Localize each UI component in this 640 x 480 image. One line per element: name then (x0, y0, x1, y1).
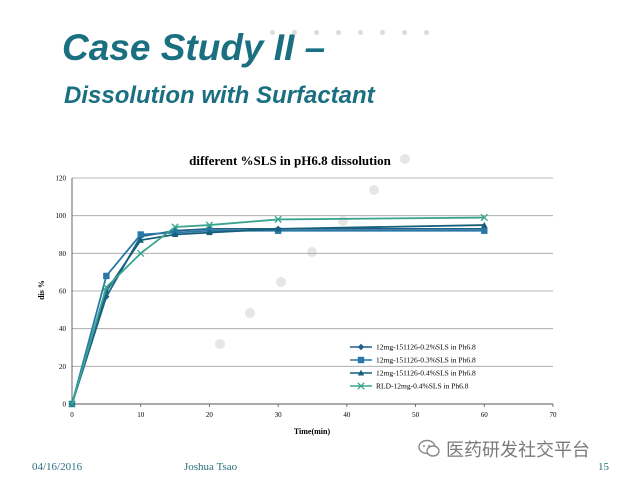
decorative-dot (336, 30, 341, 35)
legend-label: RLD-12mg-0.4%SLS in Ph6.8 (376, 382, 469, 391)
data-point (357, 356, 365, 364)
series-line (71, 229, 485, 405)
watermark: 医药研发社交平台 (418, 436, 590, 462)
gridlines (72, 177, 553, 367)
legend-label: 12mg-151126-0.3%SLS in Ph6.8 (376, 356, 476, 365)
tick-labels: 0 20 40 60 80 100 120 0 10 20 30 40 50 60 70 (56, 175, 558, 420)
background-dot (307, 247, 317, 257)
legend-item: RLD-12mg-0.4%SLS in Ph6.8 (350, 382, 469, 391)
slide-subtitle: Dissolution with Surfactant (64, 82, 375, 109)
data-point (205, 221, 214, 229)
axes (71, 178, 554, 407)
data-point (137, 249, 145, 257)
decorative-dot (402, 30, 407, 35)
x-tick-label: 20 (206, 411, 214, 419)
decorative-dot (380, 30, 385, 35)
data-point (357, 382, 365, 390)
x-tick-label: 60 (481, 411, 489, 419)
data-point (481, 227, 488, 234)
background-dot (276, 277, 286, 287)
x-tick-label: 40 (343, 411, 351, 419)
y-tick-label: 80 (59, 250, 67, 258)
x-axis-label: Time(min) (294, 427, 331, 436)
footer-date: 04/16/2016 (32, 461, 83, 473)
y-tick-label: 20 (59, 363, 67, 371)
background-dots (215, 154, 410, 349)
data-point-stroke (68, 400, 76, 408)
page-number: 15 (598, 461, 609, 473)
legend-item: 12mg-151126-0.3%SLS in Ph6.8 (350, 356, 476, 365)
chart-title: different %SLS in pH6.8 dissolution (189, 153, 391, 168)
y-tick-label: 120 (56, 175, 67, 183)
data-point-stroke (480, 213, 488, 222)
background-dot (369, 185, 379, 195)
slide-title: Case Study II – (62, 27, 326, 68)
data-point (137, 236, 144, 243)
y-axis-label: dis % (37, 280, 46, 300)
x-tick-label: 30 (275, 411, 283, 419)
data-point (357, 369, 365, 376)
legend-item: 12mg-151126-0.4%SLS in Ph6.8 (350, 369, 476, 378)
data-point (171, 231, 179, 238)
data-point (171, 223, 179, 231)
x-tick-label: 70 (550, 411, 558, 419)
series-group (68, 213, 488, 408)
series-line (71, 227, 485, 405)
watermark-text: 医药研发社交平台 (446, 440, 590, 461)
x-tick-label: 0 (70, 411, 74, 419)
decorative-dot (358, 30, 363, 35)
series (68, 221, 488, 407)
decorative-dot (292, 30, 297, 35)
y-tick-label: 40 (59, 325, 67, 333)
data-point (206, 229, 213, 236)
data-point (274, 225, 282, 232)
background-dot (400, 154, 410, 164)
data-point (274, 215, 282, 224)
y-tick-label: 100 (56, 212, 67, 220)
x-tick-label: 10 (137, 411, 145, 419)
y-tick-label: 60 (59, 288, 67, 296)
data-point (480, 213, 488, 222)
decorative-dot (424, 30, 429, 35)
legend-label: 12mg-151126-0.4%SLS in Ph6.8 (376, 369, 476, 378)
decorative-dots (270, 30, 430, 38)
background-dot (215, 339, 225, 349)
data-point-stroke (357, 382, 365, 390)
data-point (103, 272, 110, 280)
legend-item: 12mg-151126-0.2%SLS in Ph6.8 (350, 343, 476, 352)
decorative-dot (270, 30, 275, 35)
data-point (357, 343, 365, 351)
legend-label: 12mg-151126-0.2%SLS in Ph6.8 (376, 343, 476, 352)
x-tick-label: 50 (412, 411, 420, 419)
data-point (102, 283, 111, 291)
background-dot (338, 216, 348, 226)
background-dot (245, 308, 255, 318)
data-point-stroke (171, 223, 179, 231)
wechat-icon (418, 439, 440, 457)
series (68, 213, 488, 408)
data-point (481, 221, 488, 228)
data-point (137, 231, 144, 238)
footer-author: Joshua Tsao (184, 461, 238, 473)
data-point-stroke (274, 215, 282, 224)
decorative-dot (314, 30, 319, 35)
data-point-stroke (102, 283, 111, 291)
data-point-stroke (137, 249, 145, 257)
y-tick-label: 0 (63, 401, 67, 409)
data-point (68, 400, 76, 408)
data-point-stroke (205, 221, 214, 229)
legend: 12mg-151126-0.2%SLS in Ph6.8 12mg-151126-… (350, 343, 476, 391)
